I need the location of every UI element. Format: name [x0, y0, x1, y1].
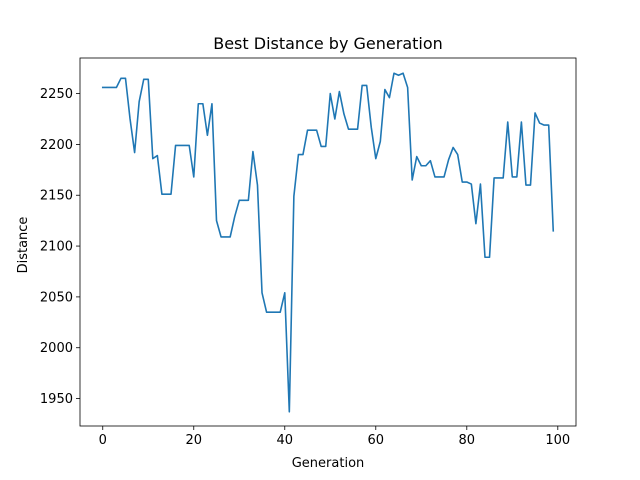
- y-axis-label: Distance: [16, 217, 31, 274]
- axes-frame: [79, 57, 577, 427]
- x-tick-label: 0: [99, 433, 107, 448]
- y-tick-label: 2150: [40, 189, 73, 204]
- y-tick-label: 2050: [40, 290, 73, 305]
- y-tick-label: 2200: [40, 138, 73, 153]
- x-tick-label: 100: [545, 433, 570, 448]
- x-tick-label: 60: [368, 433, 385, 448]
- y-tick-label: 1950: [40, 392, 73, 407]
- y-tick-label: 2100: [40, 240, 73, 255]
- chart-title: Best Distance by Generation: [213, 34, 443, 53]
- x-tick-label: 40: [276, 433, 293, 448]
- series-line-0: [101, 72, 555, 413]
- x-tick-label: 20: [185, 433, 202, 448]
- x-tick-label: 80: [459, 433, 476, 448]
- y-tick-label: 2000: [40, 341, 73, 356]
- x-axis-label: Generation: [292, 456, 365, 471]
- plot-area: 0 20 40 60 80 100 1950 2000 2050 2100 2150 2200 2250: [40, 57, 577, 448]
- y-tick-label: 2250: [40, 87, 73, 102]
